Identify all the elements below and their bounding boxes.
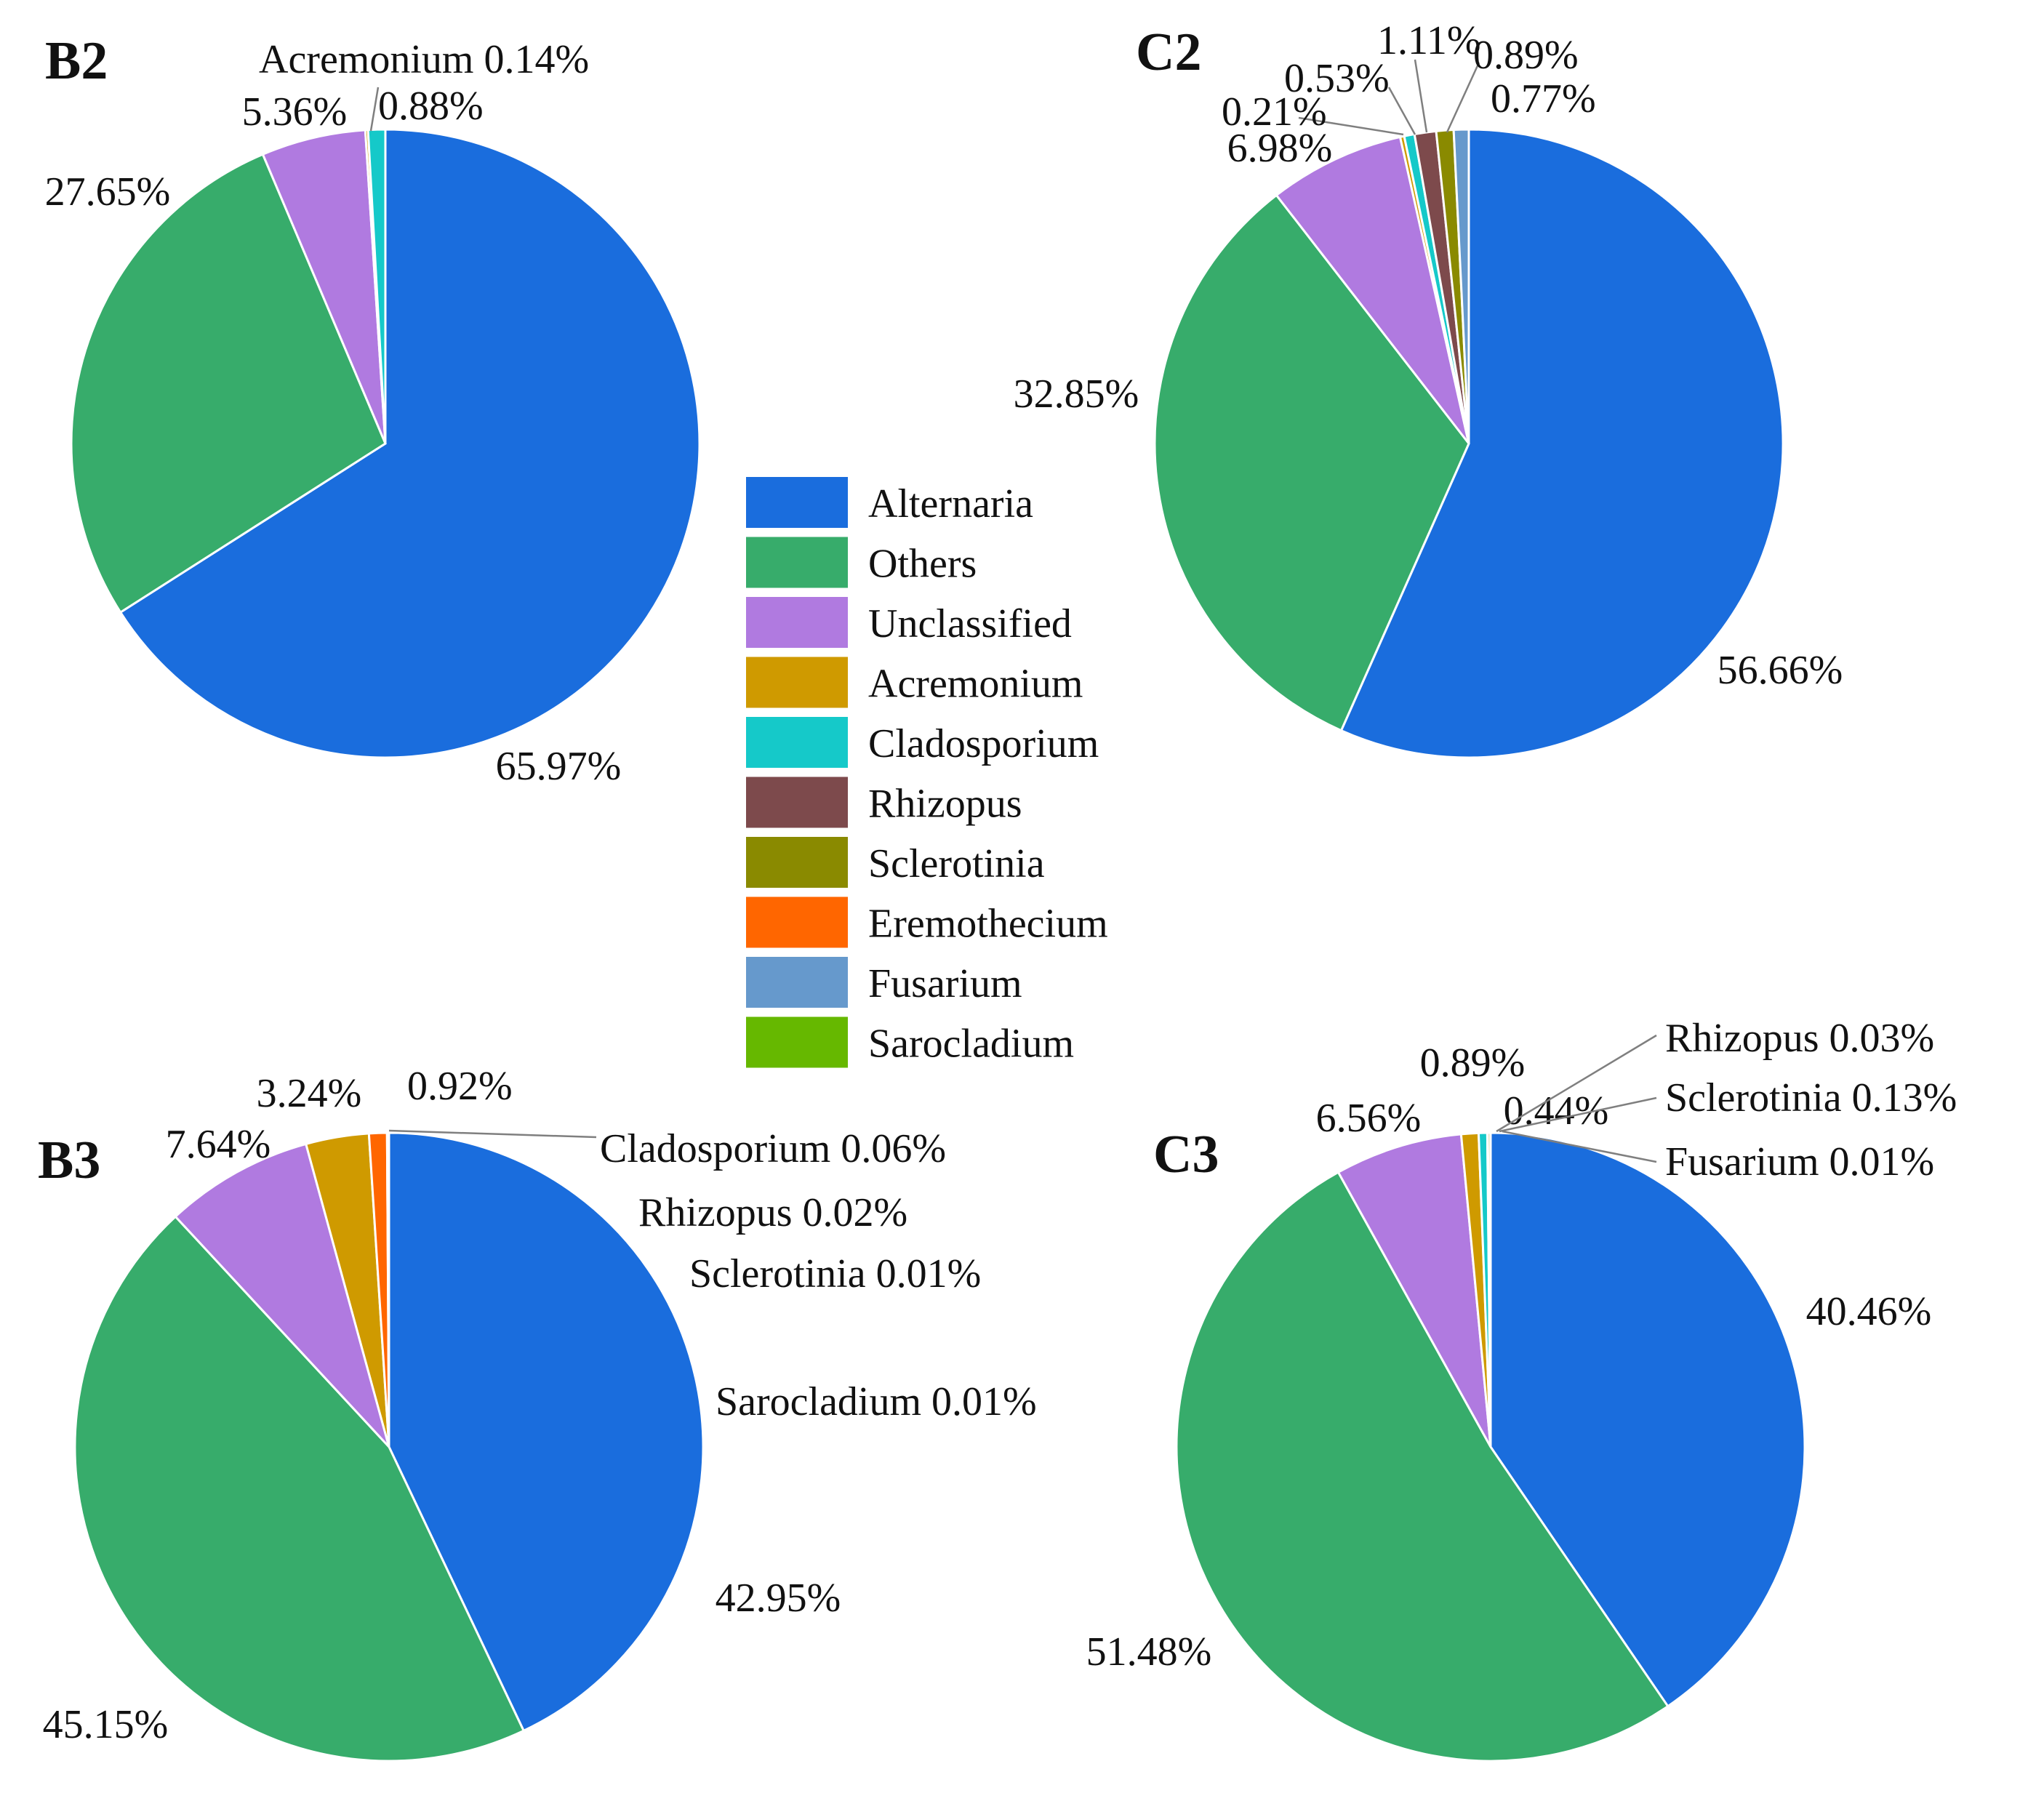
- panel-title: C3: [1153, 1125, 1219, 1184]
- legend-item-acremonium: Acremonium: [746, 657, 1083, 708]
- leader-line-cladosporium: [1387, 87, 1416, 135]
- pie-chart-b2: B2 65.97% 27.65% 5.36% Acremonium 0.14%0.88%: [45, 31, 701, 789]
- slice-label-cladosporium: 0.88%: [378, 84, 484, 129]
- leader-line-fusarium: [1502, 1130, 1657, 1163]
- legend-swatch-sclerotinia: [746, 837, 848, 888]
- slice-label-others: 45.15%: [43, 1702, 169, 1747]
- legend-swatch-acremonium: [746, 657, 848, 708]
- slice-label-acremonium: Acremonium 0.14%: [259, 37, 589, 82]
- slice-label-acremonium: 0.21%: [1222, 89, 1327, 135]
- pie-slice-unclassified: [174, 1142, 390, 1448]
- panel-title: B3: [38, 1131, 100, 1190]
- leader-line-sclerotinia: [1499, 1096, 1657, 1133]
- legend-label: Cladosporium: [868, 721, 1099, 766]
- pie-slice-unclassified: [261, 129, 387, 444]
- slice-label-eremothecium: 0.92%: [407, 1064, 513, 1109]
- legend-item-rhizopus: Rhizopus: [746, 777, 1022, 828]
- legend-swatch-sarocladium: [746, 1016, 848, 1068]
- legend-item-sclerotinia: Sclerotinia: [746, 837, 1045, 888]
- pie-slice-alternaria: [1489, 1131, 1806, 1708]
- legend-swatch-eremothecium: [746, 896, 848, 948]
- slice-label-alternaria: 56.66%: [1718, 648, 1843, 693]
- legend-swatch-cladosporium: [746, 717, 848, 768]
- legend-label: Unclassified: [868, 601, 1072, 646]
- legend-swatch-unclassified: [746, 597, 848, 648]
- slice-label-rhizopus: Rhizopus 0.03%: [1665, 1016, 1934, 1061]
- legend-item-alternaria: Alternaria: [746, 477, 1033, 528]
- panel-title: C2: [1136, 23, 1201, 82]
- pie-slice-alternaria: [119, 128, 701, 759]
- slice-label-alternaria: 65.97%: [496, 744, 622, 789]
- slice-label-others: 32.85%: [1014, 372, 1139, 417]
- legend-item-eremothecium: Eremothecium: [746, 896, 1108, 948]
- legend-label: Sarocladium: [868, 1022, 1074, 1067]
- legend-label: Acremonium: [868, 662, 1083, 707]
- slice-label-sclerotinia: Sclerotinia 0.13%: [1665, 1075, 1957, 1120]
- panel-title: B2: [45, 31, 108, 91]
- pie-slice-others: [70, 153, 387, 614]
- slice-label-alternaria: 42.95%: [716, 1576, 841, 1621]
- slice-label-alternaria: 40.46%: [1806, 1289, 1932, 1334]
- legend-swatch-rhizopus: [746, 777, 848, 828]
- legend-item-fusarium: Fusarium: [746, 957, 1022, 1008]
- pie-slice-alternaria: [1339, 128, 1784, 759]
- slice-label-sarocladium: Sarocladium 0.01%: [716, 1379, 1037, 1424]
- slice-label-others: 27.65%: [45, 169, 171, 214]
- slice-label-fusarium: Fusarium 0.01%: [1665, 1139, 1934, 1184]
- legend-swatch-alternaria: [746, 477, 848, 528]
- pie-chart-c2: C2 56.66% 32.85% 6.98%0.21%0.53%1.11%0.89%0…: [1014, 18, 1843, 759]
- legend-item-others: Others: [746, 537, 977, 588]
- legend-label: Alternaria: [868, 481, 1033, 526]
- leader-line-sclerotinia: [1446, 62, 1480, 133]
- pie-slice-alternaria: [388, 1131, 705, 1733]
- slice-label-unclassified: 5.36%: [242, 89, 348, 135]
- slice-label-sclerotinia: Sclerotinia 0.01%: [689, 1251, 981, 1296]
- legend-swatch-fusarium: [746, 957, 848, 1008]
- slice-label-rhizopus: Rhizopus 0.02%: [638, 1190, 907, 1235]
- leader-line-rhizopus: [1414, 59, 1428, 133]
- slice-label-sclerotinia: 0.89%: [1473, 33, 1579, 78]
- pie-chart-b3: B3 42.95% 45.15% 7.64% 3.24% 0.92% Cladosporiu…: [38, 1064, 1037, 1762]
- pie-slice-others: [1175, 1171, 1670, 1762]
- legend-swatch-others: [746, 537, 848, 588]
- legend-item-unclassified: Unclassified: [746, 597, 1072, 648]
- leader-line-acremonium: [1298, 116, 1404, 136]
- legend-label: Fusarium: [868, 961, 1022, 1006]
- slice-label-others: 51.48%: [1086, 1629, 1212, 1674]
- pie-slice-unclassified: [1275, 135, 1470, 444]
- slice-label-acremonium: 0.89%: [1420, 1040, 1526, 1086]
- leader-line-acremonium: [369, 87, 380, 132]
- slice-label-fusarium: 0.77%: [1491, 76, 1596, 121]
- legend: Alternaria Others Unclassified Acremonium Cl…: [746, 477, 1108, 1068]
- leader-line-cladosporium: [388, 1129, 597, 1139]
- legend-label: Eremothecium: [868, 902, 1108, 947]
- slice-label-cladosporium: Cladosporium 0.06%: [600, 1126, 946, 1171]
- legend-item-cladosporium: Cladosporium: [746, 717, 1099, 768]
- legend-label: Others: [868, 542, 977, 587]
- slice-label-cladosporium: 0.53%: [1284, 56, 1390, 101]
- legend-item-sarocladium: Sarocladium: [746, 1016, 1074, 1068]
- leader-line-rhizopus: [1496, 1034, 1657, 1133]
- slice-label-unclassified: 7.64%: [166, 1122, 271, 1167]
- pie-slice-others: [73, 1215, 526, 1762]
- pie-slice-fusarium: [1452, 128, 1470, 444]
- legend-label: Rhizopus: [868, 782, 1022, 827]
- slice-label-unclassified: 6.56%: [1316, 1096, 1422, 1141]
- slice-label-acremonium: 3.24%: [257, 1071, 362, 1116]
- slice-label-rhizopus: 1.11%: [1377, 18, 1481, 63]
- pie-slice-unclassified: [1336, 1133, 1492, 1448]
- slice-label-unclassified: 6.98%: [1227, 126, 1333, 171]
- pie-slice-cladosporium: [366, 128, 387, 444]
- legend-label: Sclerotinia: [868, 841, 1045, 886]
- pie-panels: B2 65.97% 27.65% 5.36% Acremonium 0.14%0.88%…: [38, 18, 1957, 1762]
- pie-slice-others: [1153, 193, 1470, 732]
